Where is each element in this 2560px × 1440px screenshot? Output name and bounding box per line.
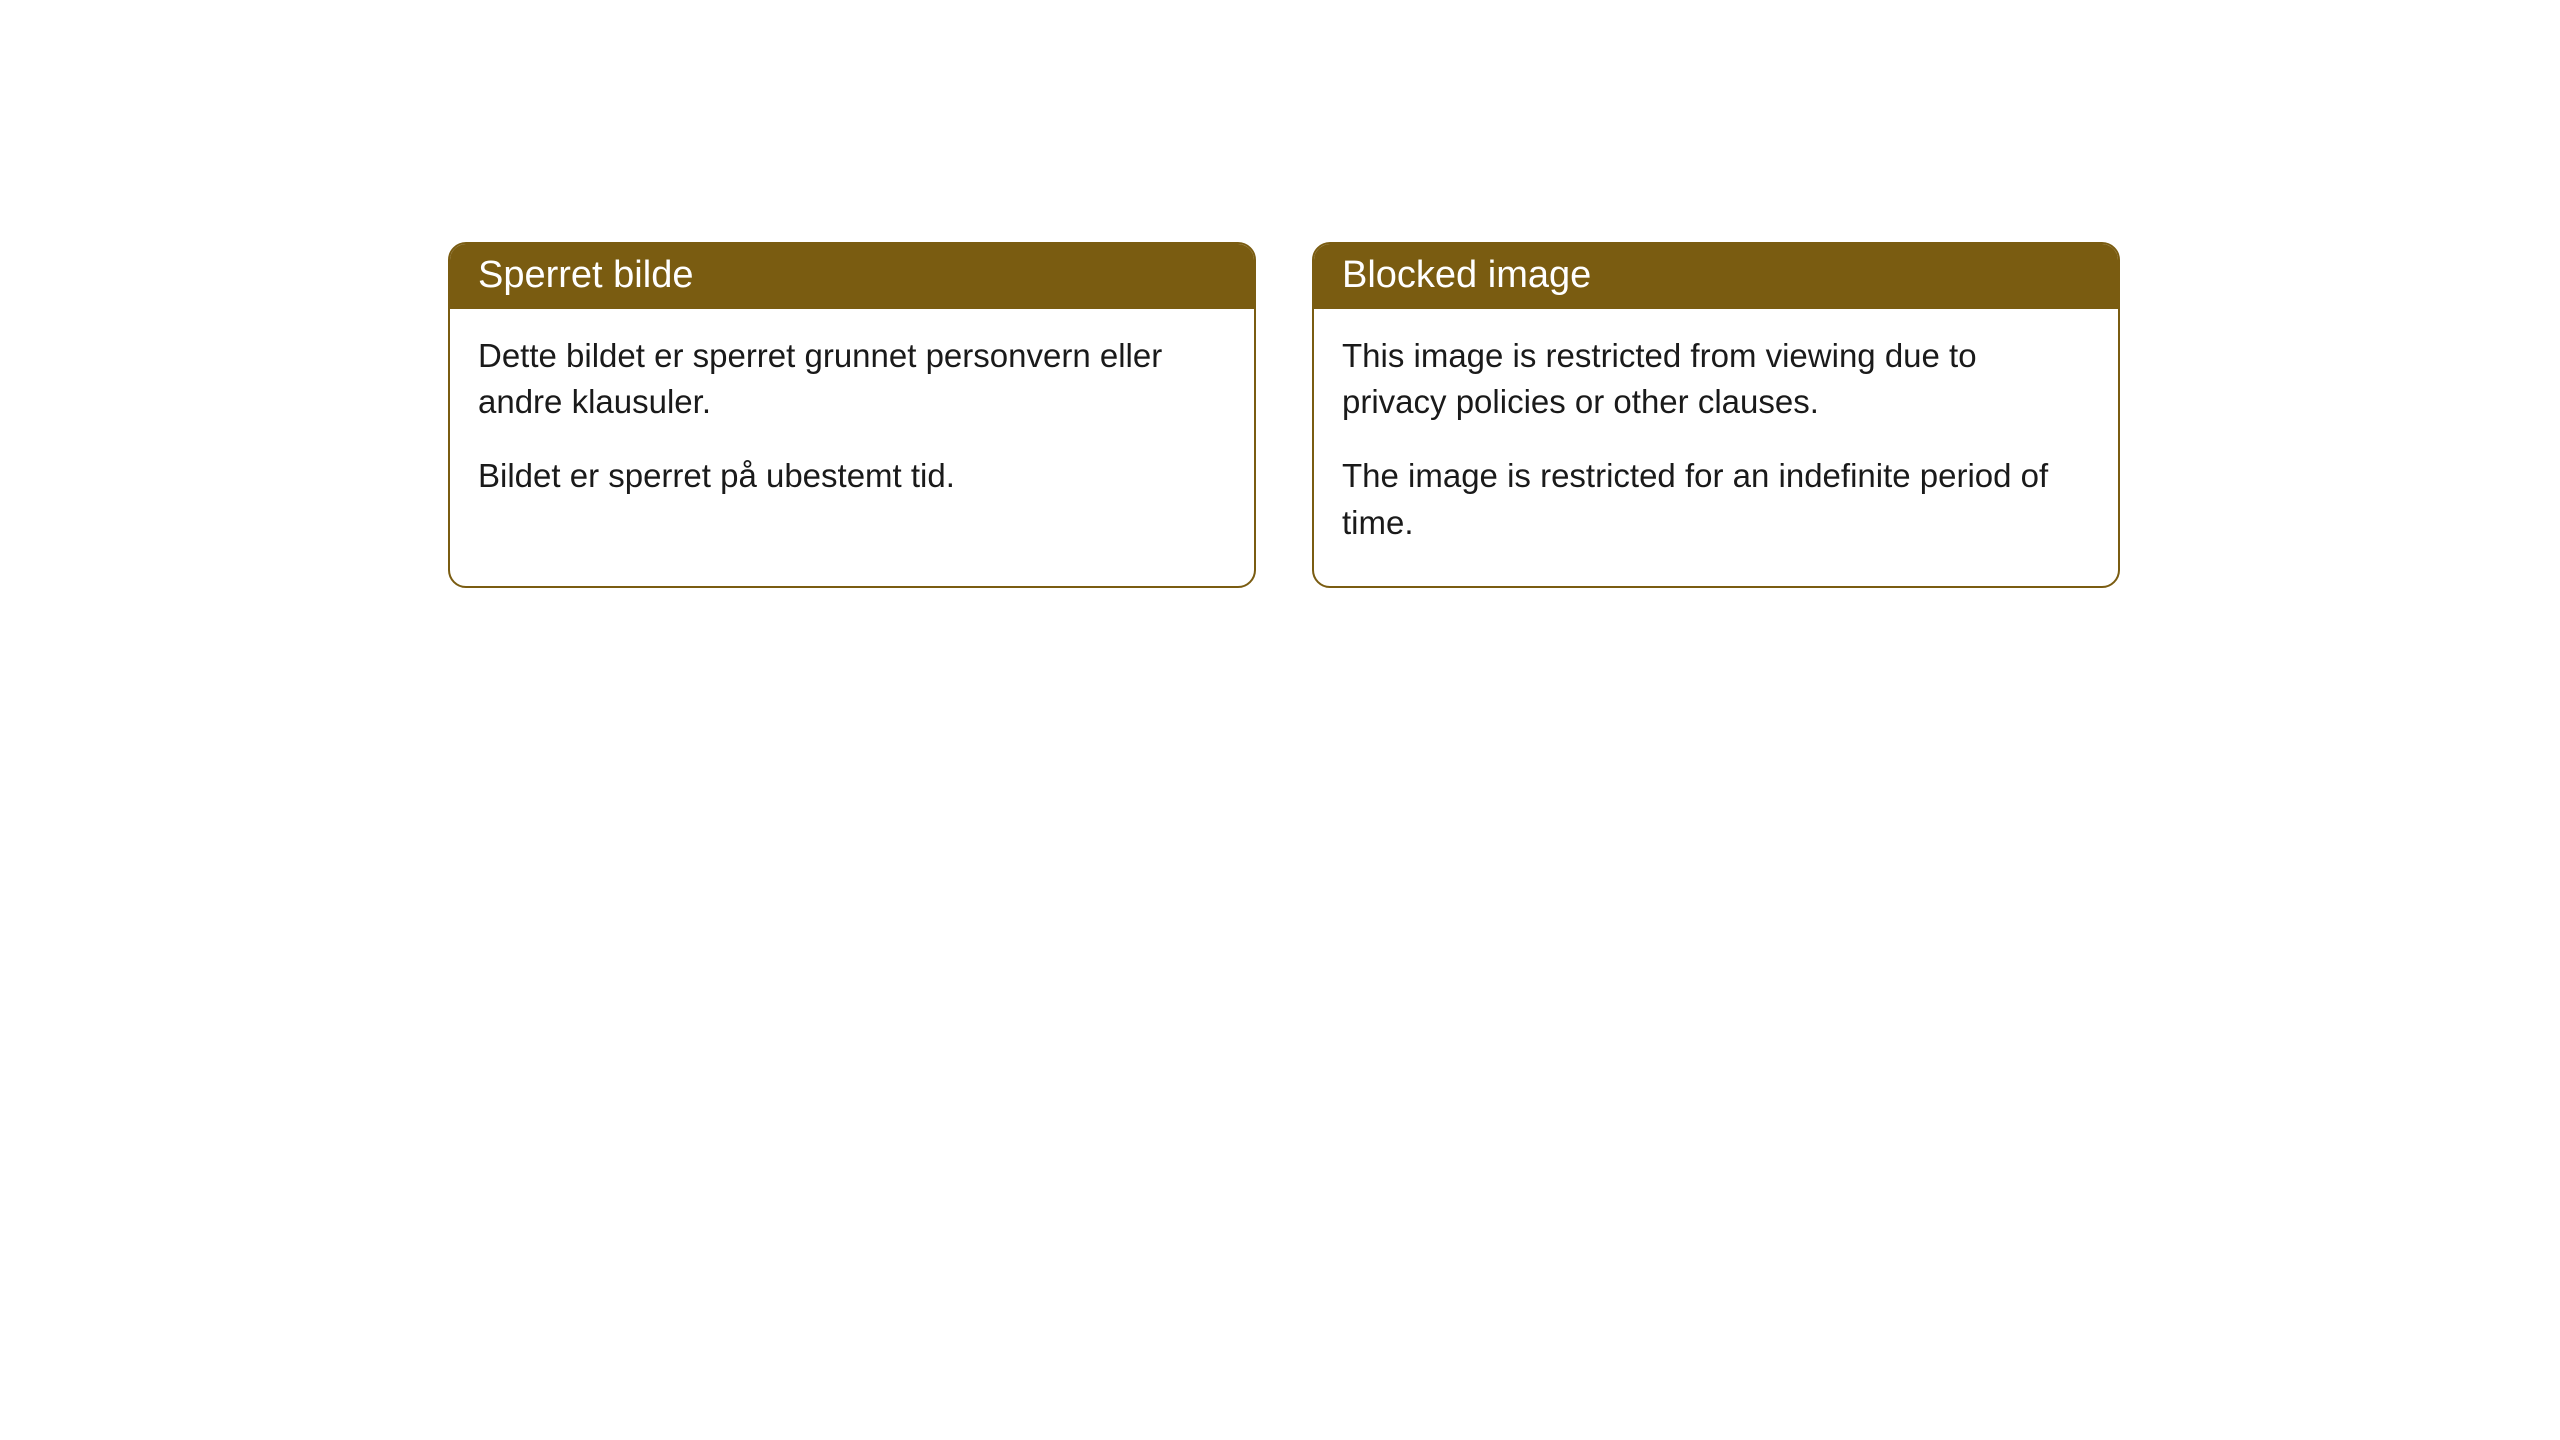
blocked-image-card-english: Blocked image This image is restricted f…: [1312, 242, 2120, 588]
card-title: Blocked image: [1314, 244, 2118, 309]
card-body: Dette bildet er sperret grunnet personve…: [450, 309, 1254, 540]
card-paragraph: Dette bildet er sperret grunnet personve…: [478, 333, 1226, 425]
card-paragraph: Bildet er sperret på ubestemt tid.: [478, 453, 1226, 499]
cards-container: Sperret bilde Dette bildet er sperret gr…: [0, 0, 2560, 588]
card-title: Sperret bilde: [450, 244, 1254, 309]
blocked-image-card-norwegian: Sperret bilde Dette bildet er sperret gr…: [448, 242, 1256, 588]
card-paragraph: The image is restricted for an indefinit…: [1342, 453, 2090, 545]
card-body: This image is restricted from viewing du…: [1314, 309, 2118, 586]
card-paragraph: This image is restricted from viewing du…: [1342, 333, 2090, 425]
